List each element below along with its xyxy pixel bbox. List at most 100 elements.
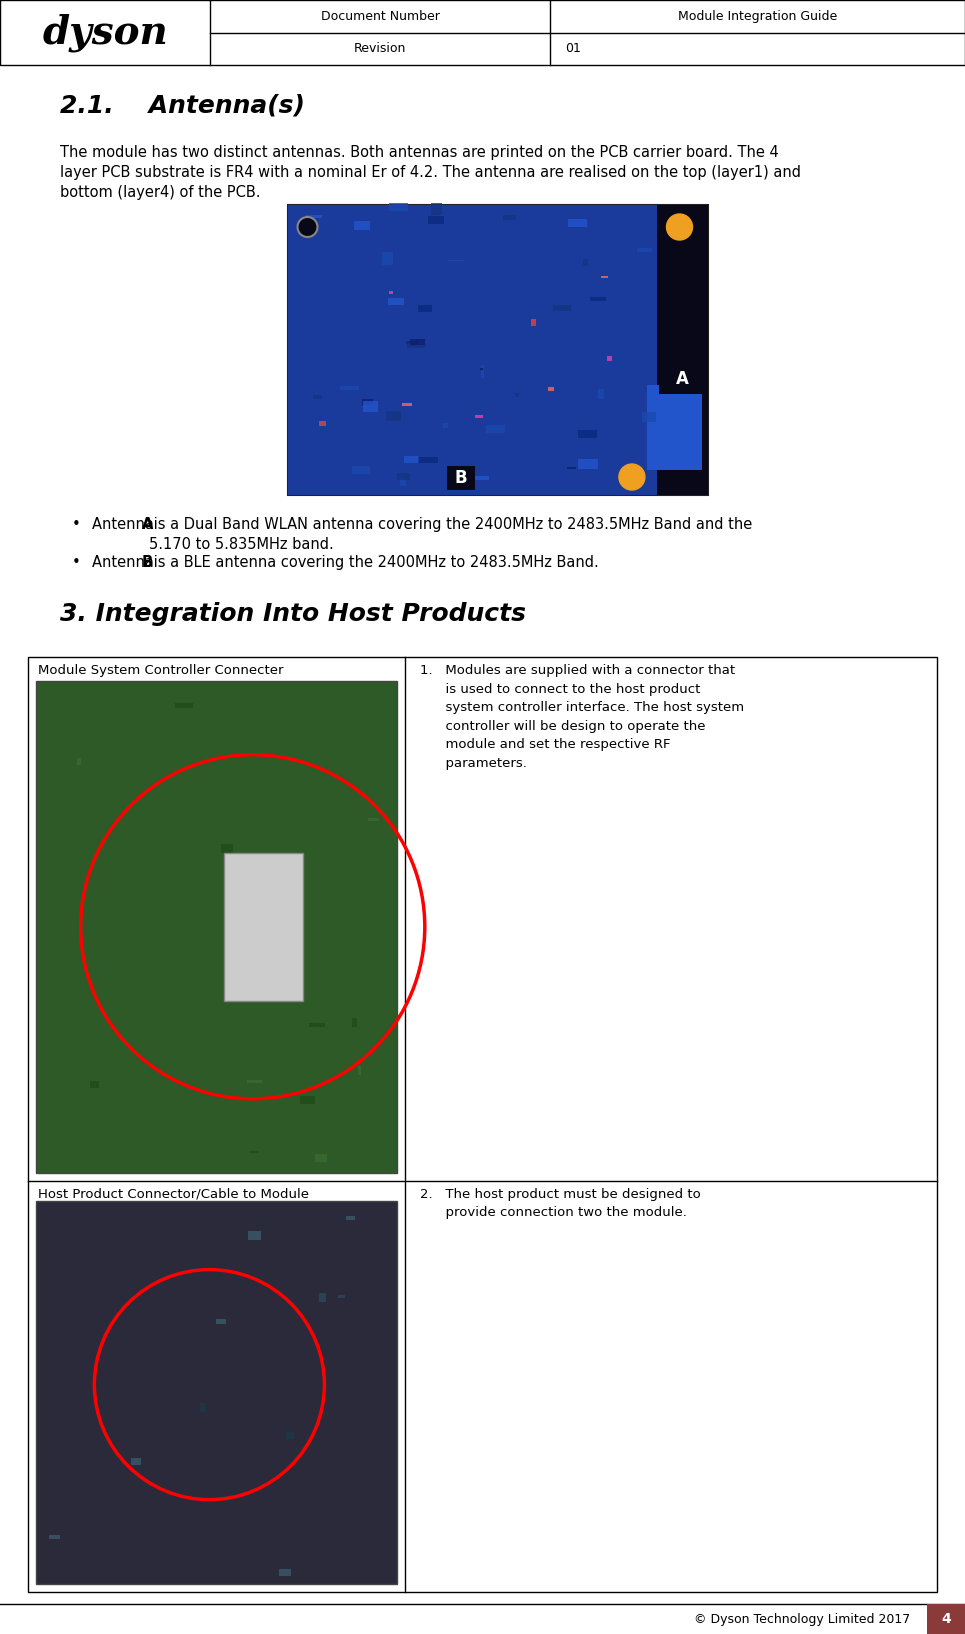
Bar — [90, 1082, 99, 1088]
Bar — [397, 472, 410, 480]
Bar — [249, 1150, 258, 1154]
Bar — [175, 703, 193, 709]
Text: 1.   Modules are supplied with a connector that
      is used to connect to the : 1. Modules are supplied with a connector… — [420, 663, 744, 770]
Bar — [583, 260, 588, 266]
Bar — [68, 833, 85, 835]
Bar — [567, 467, 575, 469]
Bar — [471, 475, 489, 480]
Text: dyson: dyson — [42, 13, 168, 52]
Bar — [553, 306, 570, 312]
Bar — [548, 387, 554, 391]
Text: A: A — [142, 516, 153, 533]
Bar — [389, 203, 408, 211]
Bar — [77, 758, 81, 765]
Bar — [309, 1023, 325, 1028]
Text: is a BLE antenna covering the 2400MHz to 2483.5MHz Band.: is a BLE antenna covering the 2400MHz to… — [150, 556, 599, 570]
Bar — [444, 423, 448, 428]
Bar — [319, 422, 325, 426]
Bar — [455, 479, 474, 487]
Text: A: A — [676, 371, 689, 389]
Bar — [388, 297, 404, 306]
Bar — [404, 456, 418, 462]
Circle shape — [297, 217, 317, 237]
Bar — [568, 219, 587, 227]
Text: •: • — [72, 516, 81, 533]
Text: Host Product Connector/Cable to Module: Host Product Connector/Cable to Module — [38, 1188, 309, 1201]
Text: B: B — [455, 469, 467, 487]
Bar — [288, 204, 707, 495]
Bar — [362, 399, 373, 405]
Bar — [382, 252, 393, 265]
Bar — [247, 1157, 261, 1160]
Bar — [286, 1431, 294, 1440]
Bar — [352, 466, 370, 474]
Bar — [386, 412, 400, 422]
Bar — [418, 306, 432, 312]
Circle shape — [619, 464, 645, 490]
Bar — [315, 1154, 327, 1162]
Bar — [481, 366, 483, 377]
Bar — [338, 1294, 345, 1297]
Bar — [642, 412, 656, 422]
Text: Antenna: Antenna — [92, 516, 158, 533]
Bar — [36, 681, 398, 1173]
Bar — [927, 1605, 965, 1634]
Bar — [257, 1005, 268, 1010]
Text: Module Integration Guide: Module Integration Guide — [677, 10, 837, 23]
Bar — [657, 204, 707, 495]
Bar — [247, 1080, 262, 1083]
Bar — [597, 389, 603, 399]
Bar — [0, 0, 965, 65]
Bar — [352, 1018, 357, 1028]
Bar — [447, 466, 475, 490]
Bar — [364, 400, 378, 412]
Bar — [28, 657, 937, 1592]
Bar — [428, 216, 444, 224]
Text: The module has two distinct antennas. Both antennas are printed on the PCB carri: The module has two distinct antennas. Bo… — [60, 145, 801, 199]
Bar — [216, 1319, 226, 1324]
Bar — [607, 356, 612, 361]
Bar — [637, 248, 652, 252]
Bar — [481, 368, 482, 371]
Bar — [406, 342, 418, 345]
Bar — [358, 1065, 361, 1075]
Bar — [486, 425, 506, 433]
Bar — [578, 459, 597, 469]
Bar — [431, 203, 442, 214]
Bar — [200, 1404, 205, 1412]
Text: 2.   The host product must be designed to
      provide connection two the modul: 2. The host product must be designed to … — [420, 1188, 701, 1219]
Text: Module System Controller Connecter: Module System Controller Connecter — [38, 663, 284, 676]
Bar — [410, 340, 426, 345]
Bar — [314, 395, 322, 399]
Bar — [420, 458, 438, 462]
Bar — [515, 392, 518, 397]
Bar — [131, 1459, 141, 1466]
Bar — [532, 319, 537, 325]
Text: •: • — [72, 556, 81, 570]
Text: 3. Integration Into Host Products: 3. Integration Into Host Products — [60, 601, 526, 626]
Bar — [345, 1216, 354, 1221]
Bar — [407, 343, 426, 348]
Text: Document Number: Document Number — [320, 10, 439, 23]
Bar — [248, 1232, 262, 1240]
Bar — [475, 415, 482, 418]
Text: B: B — [142, 556, 152, 570]
Text: © Dyson Technology Limited 2017: © Dyson Technology Limited 2017 — [694, 1613, 910, 1626]
Bar — [280, 1569, 291, 1577]
Text: 2.1.    Antenna(s): 2.1. Antenna(s) — [60, 93, 305, 118]
Bar — [221, 845, 234, 853]
Bar — [300, 1096, 315, 1105]
Circle shape — [667, 214, 693, 240]
Bar — [354, 221, 371, 230]
Bar — [288, 204, 657, 495]
Bar — [503, 216, 515, 219]
Bar — [591, 297, 606, 301]
Bar — [318, 1292, 326, 1302]
Text: is a Dual Band WLAN antenna covering the 2400MHz to 2483.5MHz Band and the
5.170: is a Dual Band WLAN antenna covering the… — [150, 516, 753, 552]
Bar — [389, 291, 393, 294]
Bar — [402, 404, 412, 407]
Bar — [400, 477, 405, 485]
Text: 01: 01 — [565, 42, 581, 56]
Bar — [49, 1536, 60, 1539]
Bar — [341, 386, 359, 391]
